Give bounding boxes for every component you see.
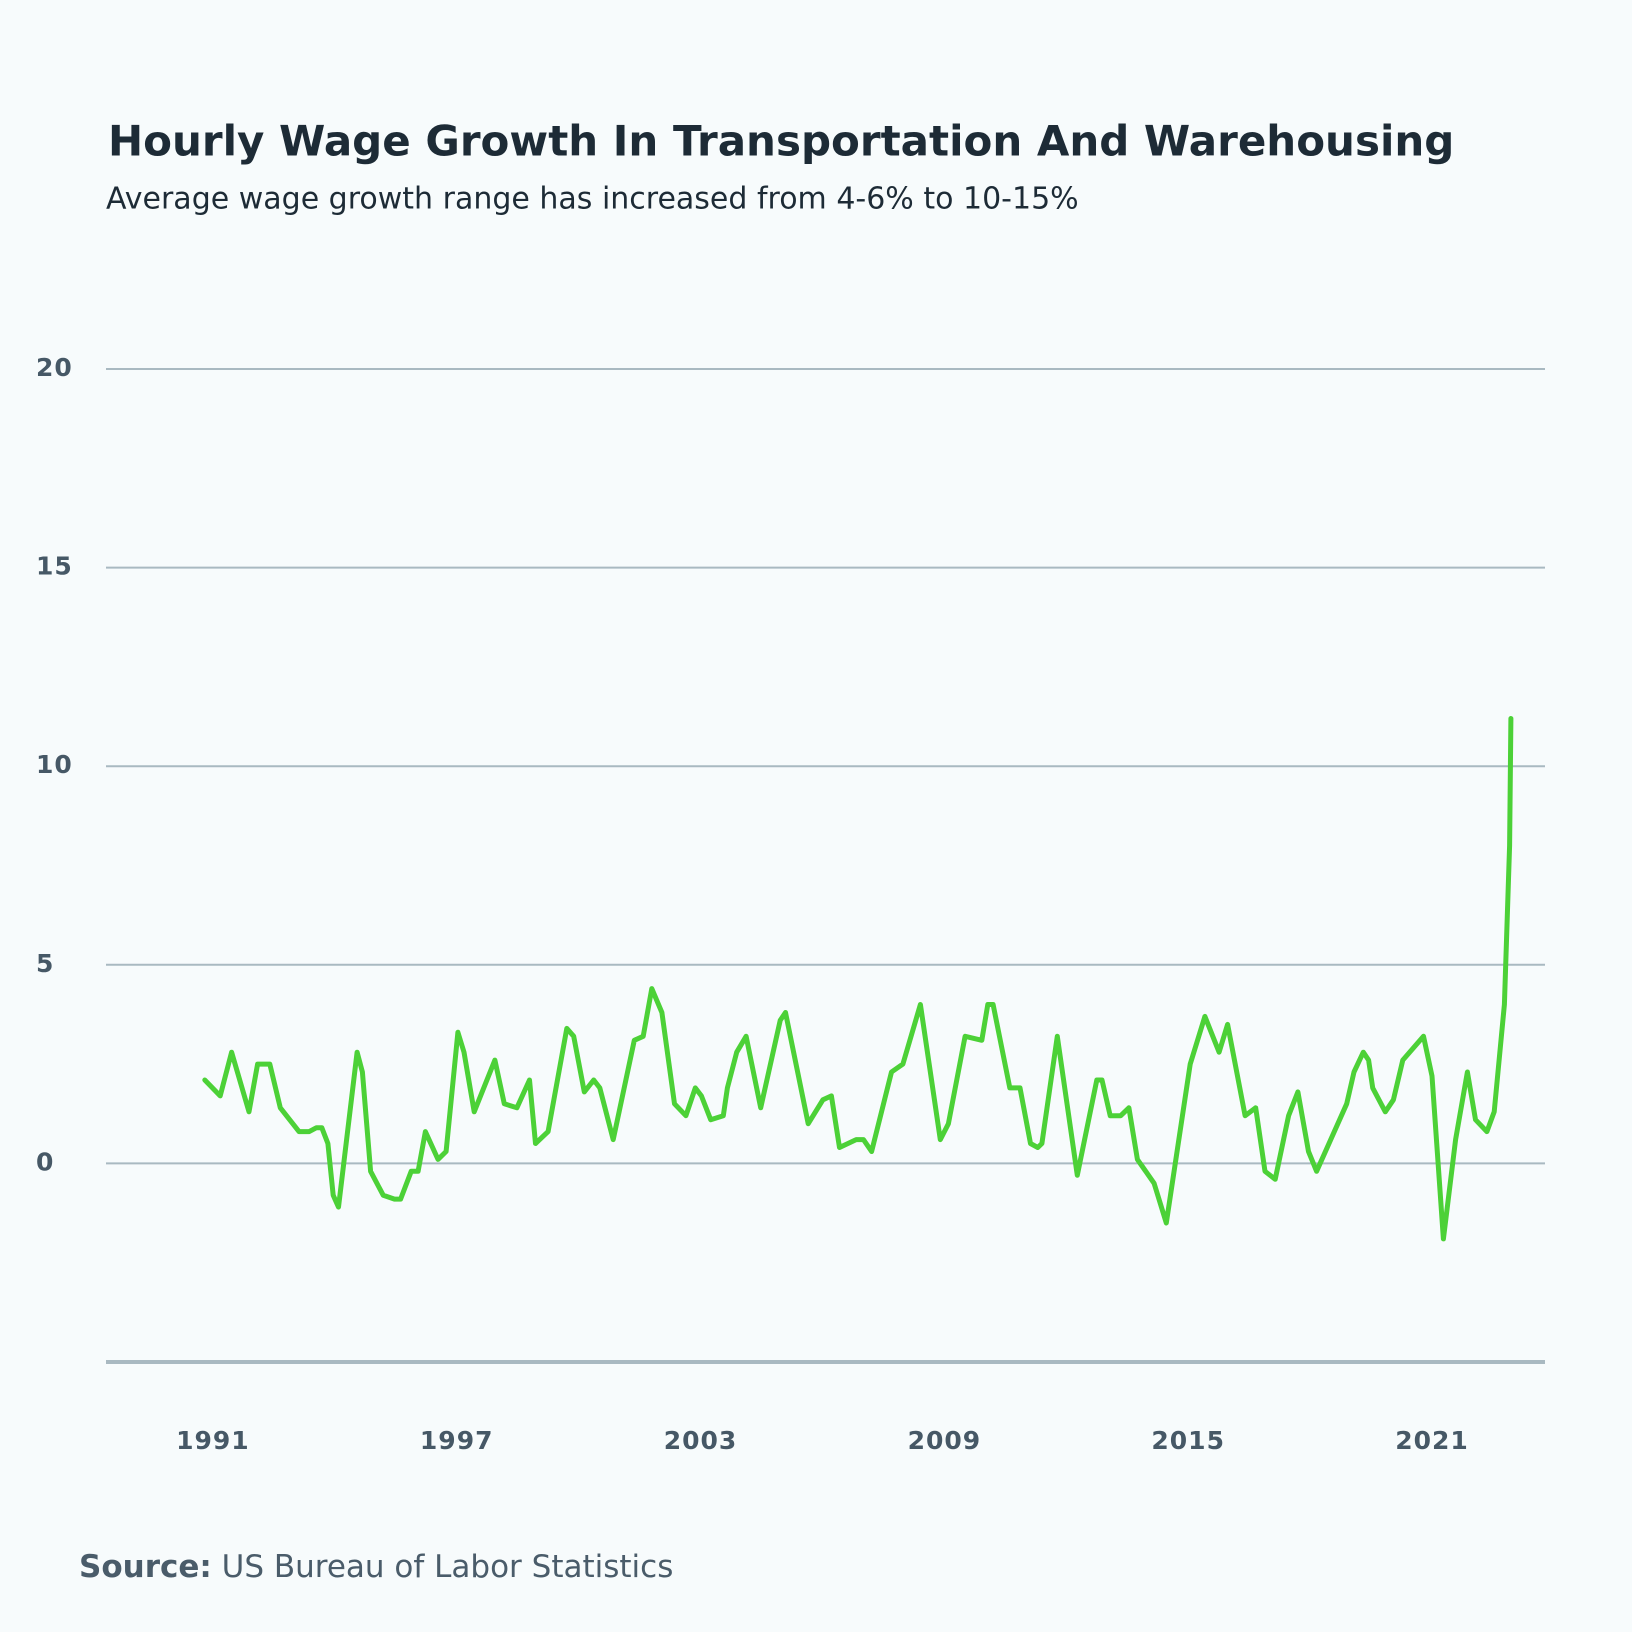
x-tick-label: 2009 bbox=[908, 1426, 982, 1455]
source-text: US Bureau of Labor Statistics bbox=[222, 1549, 674, 1585]
source-label: Source: bbox=[79, 1549, 212, 1585]
x-tick-label: 2015 bbox=[1151, 1426, 1225, 1455]
source-note: Source: US Bureau of Labor Statistics bbox=[79, 1549, 673, 1585]
x-tick-label: 1991 bbox=[176, 1426, 250, 1455]
x-tick-label: 1997 bbox=[420, 1426, 494, 1455]
data-line bbox=[202, 716, 1514, 1242]
x-tick-label: 2021 bbox=[1395, 1426, 1469, 1455]
y-tick-label: 15 bbox=[36, 552, 73, 581]
y-tick-label: 20 bbox=[36, 353, 73, 382]
x-tick-label: 2003 bbox=[664, 1426, 738, 1455]
chart-title: Hourly Wage Growth In Transportation And… bbox=[108, 117, 1454, 166]
y-tick-label: 5 bbox=[36, 949, 54, 978]
y-tick-label: 10 bbox=[36, 750, 73, 779]
chart-subtitle: Average wage growth range has increased … bbox=[106, 182, 1079, 217]
y-tick-label: 0 bbox=[36, 1147, 54, 1176]
